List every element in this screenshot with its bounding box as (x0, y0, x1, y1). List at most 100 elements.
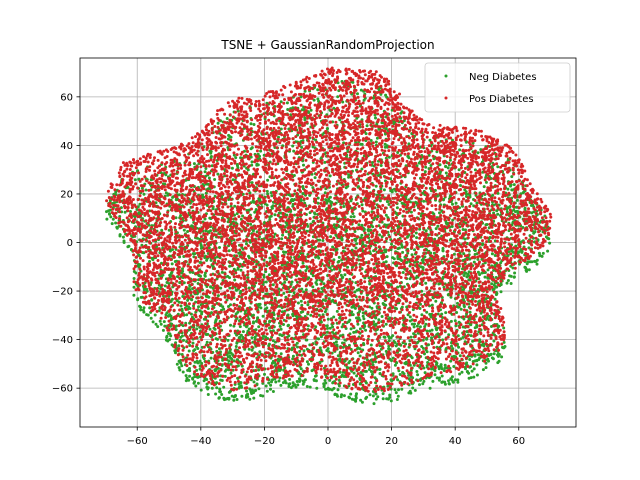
scatter-point (437, 365, 441, 369)
scatter-point (265, 203, 269, 207)
scatter-point (322, 382, 326, 386)
scatter-point (136, 205, 140, 209)
scatter-point (358, 327, 362, 331)
scatter-point (372, 402, 376, 406)
scatter-point (295, 341, 299, 345)
scatter-point (199, 274, 202, 278)
scatter-point (308, 385, 312, 389)
scatter-point (442, 197, 446, 201)
scatter-point (229, 371, 233, 375)
scatter-point (422, 199, 426, 203)
scatter-point (484, 180, 488, 184)
scatter-point (358, 347, 362, 351)
scatter-point (306, 303, 310, 307)
scatter-point (464, 228, 467, 232)
scatter-point (227, 249, 231, 253)
scatter-point (126, 245, 130, 249)
scatter-point (323, 191, 327, 195)
scatter-point (462, 305, 466, 309)
scatter-point (358, 354, 362, 358)
scatter-point (390, 242, 393, 246)
scatter-point (476, 270, 480, 274)
scatter-point (144, 188, 148, 192)
scatter-point (379, 187, 383, 191)
scatter-point (424, 229, 428, 233)
scatter-point (287, 323, 290, 327)
scatter-point (396, 394, 400, 398)
scatter-point (297, 124, 301, 128)
scatter-point (381, 392, 385, 396)
scatter-point (189, 312, 193, 316)
scatter-point (546, 249, 550, 253)
scatter-point (378, 199, 382, 203)
scatter-point (436, 243, 440, 247)
scatter-point (177, 359, 181, 363)
scatter-point (193, 380, 197, 384)
scatter-point (456, 378, 460, 382)
scatter-point (126, 186, 130, 189)
scatter-point (360, 233, 364, 237)
scatter-point (277, 379, 281, 383)
scatter-point (315, 282, 319, 286)
scatter-point (400, 305, 404, 309)
scatter-point (314, 374, 318, 378)
scatter-point (105, 217, 109, 221)
scatter-point (321, 313, 325, 317)
scatter-point (380, 121, 384, 125)
scatter-point (218, 387, 222, 391)
scatter-point (452, 354, 456, 358)
scatter-point (226, 338, 230, 342)
scatter-point (292, 149, 296, 153)
scatter-point (406, 154, 410, 158)
scatter-point (388, 393, 392, 397)
scatter-point (352, 215, 356, 219)
scatter-point (185, 313, 189, 317)
scatter-point (478, 273, 482, 277)
scatter-point (283, 379, 287, 383)
scatter-point (184, 379, 188, 383)
scatter-point (408, 315, 412, 319)
scatter-point (250, 392, 254, 395)
scatter-point (265, 189, 269, 193)
scatter-point (468, 310, 472, 314)
scatter-point (352, 371, 356, 375)
scatter-point (250, 388, 254, 392)
scatter-point (367, 298, 371, 302)
scatter-point (301, 261, 305, 265)
scatter-point (358, 382, 362, 386)
scatter-point (349, 392, 353, 396)
scatter-point (198, 359, 202, 363)
scatter-point (279, 383, 283, 387)
scatter-point (490, 252, 494, 256)
scatter-point (515, 209, 519, 213)
scatter-point (390, 359, 393, 363)
scatter-point (205, 378, 209, 381)
scatter-point (225, 117, 229, 120)
scatter-point (510, 175, 514, 179)
scatter-point (171, 195, 175, 199)
scatter-point (384, 127, 388, 131)
data-points (105, 66, 553, 406)
scatter-point (181, 267, 184, 271)
scatter-point (188, 374, 192, 378)
scatter-point (179, 335, 183, 339)
scatter-point (475, 323, 479, 327)
scatter-point (250, 146, 254, 150)
scatter-point (475, 373, 479, 377)
scatter-point (340, 237, 344, 241)
scatter-point (386, 397, 390, 401)
scatter-point (332, 386, 336, 390)
scatter-point (527, 246, 531, 250)
scatter-point (247, 347, 251, 351)
scatter-point (274, 380, 278, 384)
scatter-point (370, 372, 374, 376)
scatter-point (438, 211, 441, 215)
scatter-point (375, 136, 379, 140)
scatter-point (206, 393, 210, 396)
scatter-point (223, 398, 226, 402)
scatter-point (484, 361, 488, 365)
scatter-point (274, 340, 277, 344)
scatter-point (338, 334, 342, 338)
scatter-point (445, 288, 449, 292)
scatter-point (356, 92, 359, 96)
